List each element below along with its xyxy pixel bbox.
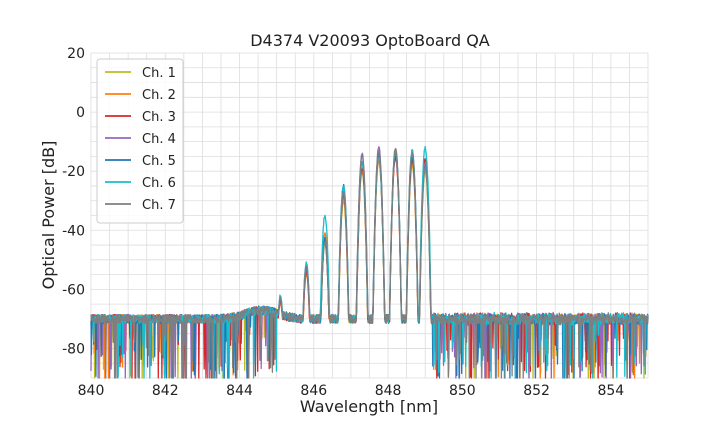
x-tick-labels: 840 842 844 846 848 850 852 854 — [78, 383, 625, 399]
y-axis-label: Optical Power [dB] — [39, 141, 58, 290]
y-tick-label: -60 — [62, 282, 85, 298]
x-tick-label: 840 — [78, 383, 105, 399]
legend-entry: Ch. 6 — [142, 176, 176, 191]
x-tick-label: 844 — [226, 383, 253, 399]
x-tick-label: 842 — [152, 383, 179, 399]
y-tick-label: -40 — [62, 223, 85, 239]
y-tick-label: 0 — [76, 105, 85, 121]
x-tick-label: 848 — [375, 383, 402, 399]
legend-entry: Ch. 5 — [142, 154, 176, 169]
x-tick-label: 852 — [523, 383, 550, 399]
x-tick-label: 846 — [300, 383, 327, 399]
x-axis-label: Wavelength [nm] — [300, 397, 438, 416]
y-tick-labels: -80 -60 -40 -20 0 20 — [62, 46, 85, 357]
series-line-ch7 — [90, 147, 649, 379]
legend-entry: Ch. 2 — [142, 88, 176, 103]
legend-entry: Ch. 3 — [142, 110, 176, 125]
legend-entry: Ch. 4 — [142, 132, 176, 147]
legend-entry: Ch. 7 — [142, 198, 176, 213]
y-tick-label: -20 — [62, 164, 85, 180]
y-tick-label: 20 — [67, 46, 85, 62]
x-tick-label: 854 — [597, 383, 624, 399]
legend-entry: Ch. 1 — [142, 66, 176, 81]
legend: Ch. 1 Ch. 2 Ch. 3 Ch. 4 Ch. 5 Ch. 6 Ch. 7 — [96, 58, 184, 224]
series-lines — [90, 145, 649, 379]
chart-title: D4374 V20093 OptoBoard QA — [250, 31, 490, 50]
y-tick-label: -80 — [62, 341, 85, 357]
x-tick-label: 850 — [449, 383, 476, 399]
